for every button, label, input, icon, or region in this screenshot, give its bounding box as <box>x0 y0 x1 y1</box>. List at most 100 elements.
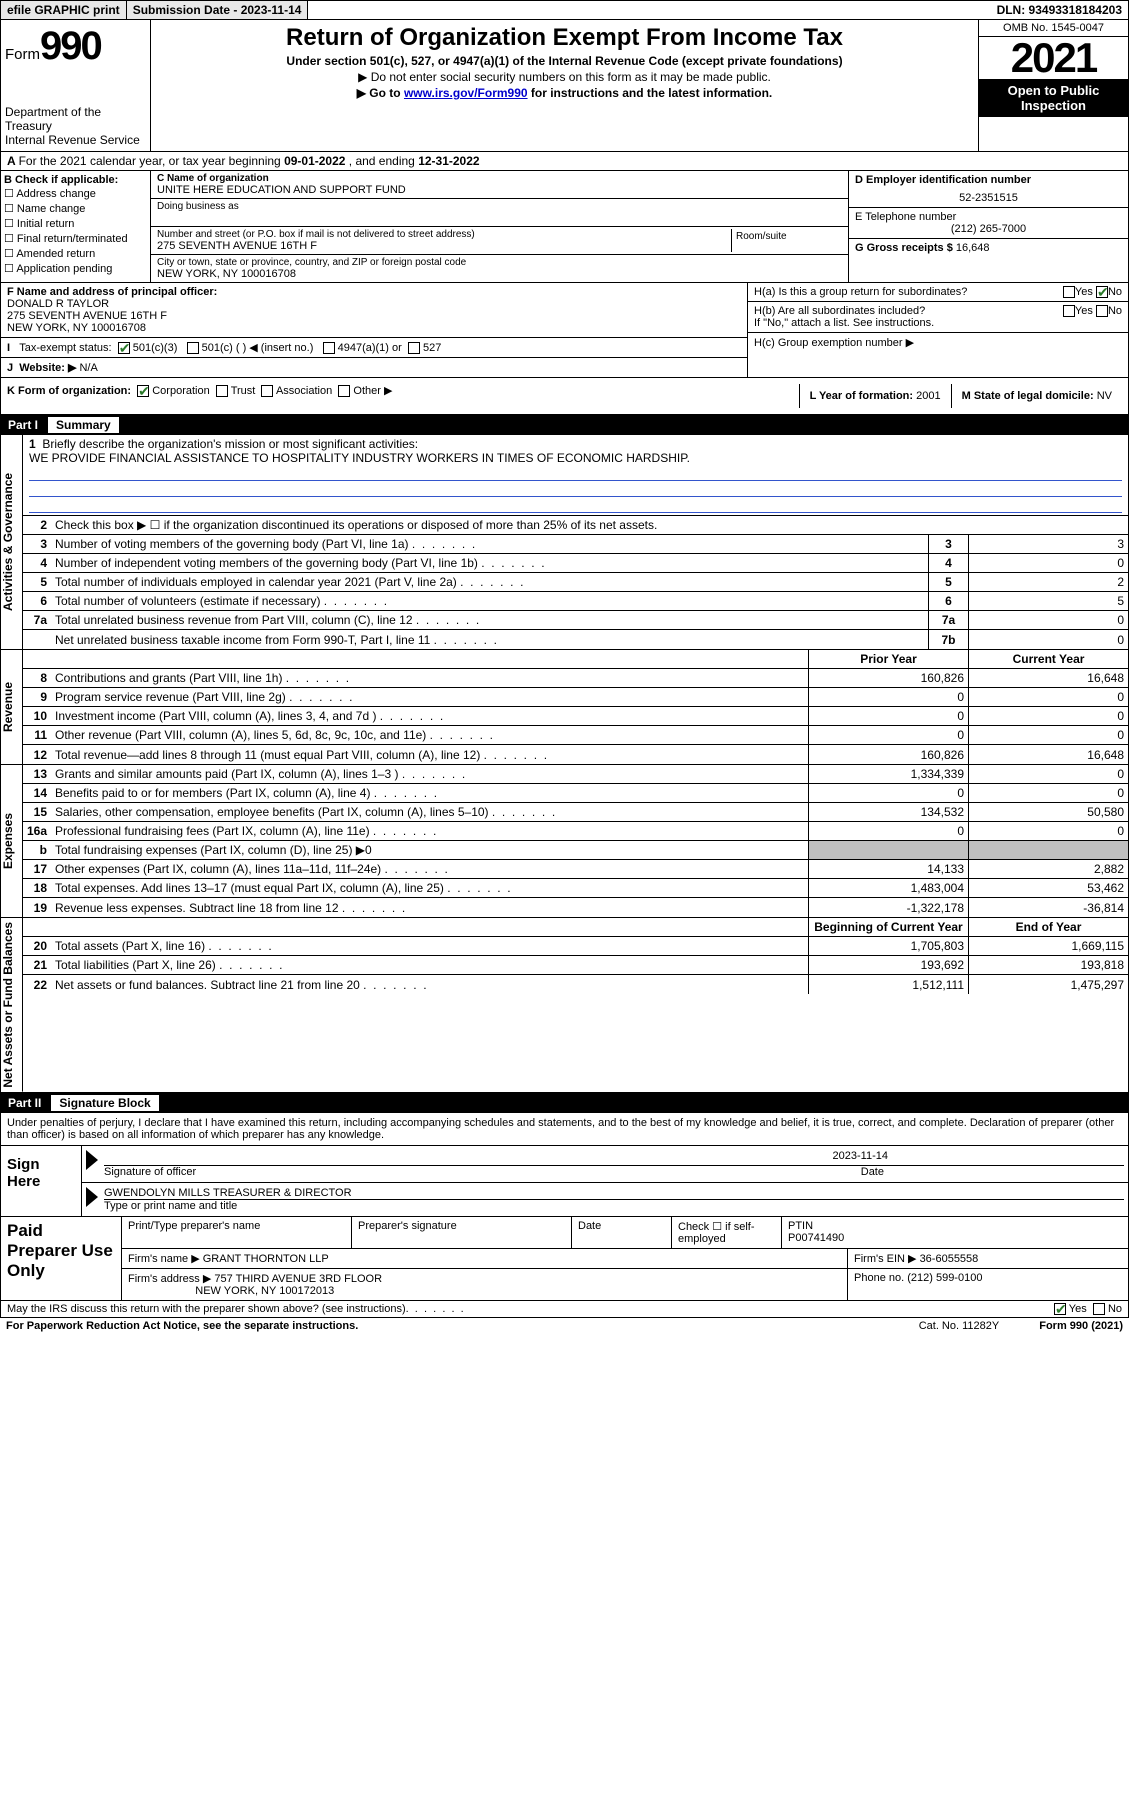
phone-label: Phone no. <box>854 1272 904 1284</box>
efile-print-button[interactable]: efile GRAPHIC print <box>1 1 127 19</box>
org-name: UNITE HERE EDUCATION AND SUPPORT FUND <box>157 184 842 196</box>
website: N/A <box>79 362 97 374</box>
dept-treasury: Department of the Treasury <box>5 105 146 133</box>
form-header: Form990 Department of the Treasury Inter… <box>0 20 1129 152</box>
ssn-note: ▶ Do not enter social security numbers o… <box>157 70 972 84</box>
chk-final-return[interactable]: ☐ Final return/terminated <box>4 231 147 246</box>
summary-row: 22Net assets or fund balances. Subtract … <box>23 975 1128 994</box>
b-label: B Check if applicable: <box>4 174 147 186</box>
summary-row: 12Total revenue—add lines 8 through 11 (… <box>23 745 1128 764</box>
gross-receipts: 16,648 <box>956 242 990 254</box>
firm-addr2: NEW YORK, NY 100172013 <box>195 1285 334 1297</box>
summary-row: 5Total number of individuals employed in… <box>23 573 1128 592</box>
c-name-label: C Name of organization <box>157 173 842 184</box>
l-label: L Year of formation: <box>810 390 914 402</box>
hb-note: If "No," attach a list. See instructions… <box>754 317 934 329</box>
preparer-date-hdr: Date <box>572 1217 672 1248</box>
expenses-section: Expenses 13Grants and similar amounts pa… <box>0 765 1129 918</box>
m-label: M State of legal domicile: <box>962 390 1094 402</box>
prior-year-hdr: Prior Year <box>808 650 968 668</box>
paperwork-notice: For Paperwork Reduction Act Notice, see … <box>6 1320 358 1332</box>
chk-name-change[interactable]: ☐ Name change <box>4 201 147 216</box>
signature-declaration: Under penalties of perjury, I declare th… <box>0 1113 1129 1146</box>
beginning-year-hdr: Beginning of Current Year <box>808 918 968 936</box>
goto-post: for instructions and the latest informat… <box>528 86 773 100</box>
footer-row: For Paperwork Reduction Act Notice, see … <box>0 1318 1129 1334</box>
summary-row: 21Total liabilities (Part X, line 26)193… <box>23 956 1128 975</box>
e-label: E Telephone number <box>855 211 1122 223</box>
chk-address-change[interactable]: ☐ Address change <box>4 186 147 201</box>
ein: 52-2351515 <box>855 186 1122 204</box>
chk-initial-return[interactable]: ☐ Initial return <box>4 216 147 231</box>
summary-row: 9Program service revenue (Part VIII, lin… <box>23 688 1128 707</box>
h-b: H(b) Are all subordinates included? Yes … <box>748 302 1128 333</box>
summary-row: 14Benefits paid to or for members (Part … <box>23 784 1128 803</box>
chk-application-pending[interactable]: ☐ Application pending <box>4 261 147 276</box>
chk-501c[interactable] <box>187 342 199 354</box>
summary-row: 15Salaries, other compensation, employee… <box>23 803 1128 822</box>
form-990-footer: Form 990 (2021) <box>1039 1320 1123 1332</box>
officer-name-title: GWENDOLYN MILLS TREASURER & DIRECTOR <box>104 1187 1124 1200</box>
hb-yes[interactable] <box>1063 305 1075 317</box>
firm-ein-label: Firm's EIN ▶ <box>854 1253 917 1265</box>
chk-527[interactable] <box>408 342 420 354</box>
d-label: D Employer identification number <box>855 174 1122 186</box>
end-year-hdr: End of Year <box>968 918 1128 936</box>
k-assoc[interactable] <box>261 385 273 397</box>
section-bcde: B Check if applicable: ☐ Address change … <box>0 171 1129 283</box>
summary-row: 11Other revenue (Part VIII, column (A), … <box>23 726 1128 745</box>
part-ii-label: Part II <box>8 1096 41 1110</box>
firm-addr1: 757 THIRD AVENUE 3RD FLOOR <box>214 1273 382 1285</box>
summary-row: 8Contributions and grants (Part VIII, li… <box>23 669 1128 688</box>
officer-name: DONALD R TAYLOR <box>7 298 109 310</box>
summary-row: 10Investment income (Part VIII, column (… <box>23 707 1128 726</box>
self-employed-chk[interactable]: Check ☐ if self-employed <box>672 1217 782 1248</box>
form-word: Form <box>5 46 40 63</box>
summary-row: 3Number of voting members of the governi… <box>23 535 1128 554</box>
ptin-label: PTIN <box>788 1220 813 1232</box>
summary-row: 20Total assets (Part X, line 16)1,705,80… <box>23 937 1128 956</box>
a-begin: 09-01-2022 <box>284 154 345 168</box>
h-a: H(a) Is this a group return for subordin… <box>748 283 1128 302</box>
tax-year: 2021 <box>979 37 1128 79</box>
part-ii-title: Signature Block <box>51 1095 158 1111</box>
summary-row: 17Other expenses (Part IX, column (A), l… <box>23 860 1128 879</box>
irs-link[interactable]: www.irs.gov/Form990 <box>404 86 528 100</box>
section-fijk: F Name and address of principal officer:… <box>0 283 1129 378</box>
discuss-no[interactable] <box>1093 1303 1105 1315</box>
h-c: H(c) Group exemption number ▶ <box>748 333 1128 352</box>
officer-addr1: 275 SEVENTH AVENUE 16TH F <box>7 310 167 322</box>
preparer-name-hdr: Print/Type preparer's name <box>122 1217 352 1248</box>
k-corp[interactable] <box>137 385 149 397</box>
dba-label: Doing business as <box>157 201 842 212</box>
irs-label: Internal Revenue Service <box>5 133 146 147</box>
paid-preparer-label: Paid Preparer Use Only <box>1 1217 121 1300</box>
summary-row: 18Total expenses. Add lines 13–17 (must … <box>23 879 1128 898</box>
current-year-hdr: Current Year <box>968 650 1128 668</box>
ha-yes[interactable] <box>1063 286 1075 298</box>
chk-501c3[interactable] <box>118 342 130 354</box>
tab-revenue: Revenue <box>1 650 23 764</box>
tab-expenses: Expenses <box>1 765 23 917</box>
chk-amended[interactable]: ☐ Amended return <box>4 246 147 261</box>
sign-here-block: Sign Here 2023-11-14 Signature of office… <box>0 1146 1129 1217</box>
discuss-yes[interactable] <box>1054 1303 1066 1315</box>
summary-row: 13Grants and similar amounts paid (Part … <box>23 765 1128 784</box>
summary-row: Net unrelated business taxable income fr… <box>23 630 1128 649</box>
top-bar: efile GRAPHIC print Submission Date - 20… <box>0 0 1129 20</box>
part-i-bar: Part I Summary <box>0 415 1129 435</box>
sig-date-label: Date <box>861 1166 884 1178</box>
type-name-label: Type or print name and title <box>104 1200 237 1212</box>
k-trust[interactable] <box>216 385 228 397</box>
ha-no[interactable] <box>1096 286 1108 298</box>
sig-officer-label: Signature of officer <box>104 1166 196 1178</box>
a-mid: , and ending <box>345 154 418 168</box>
addr-label: Number and street (or P.O. box if mail i… <box>157 229 731 240</box>
officer-addr2: NEW YORK, NY 100016708 <box>7 322 146 334</box>
city-label: City or town, state or province, country… <box>157 257 842 268</box>
summary-row: 6Total number of volunteers (estimate if… <box>23 592 1128 611</box>
chk-4947[interactable] <box>323 342 335 354</box>
line-2: Check this box ▶ ☐ if the organization d… <box>51 517 1128 533</box>
hb-no[interactable] <box>1096 305 1108 317</box>
k-other[interactable] <box>338 385 350 397</box>
